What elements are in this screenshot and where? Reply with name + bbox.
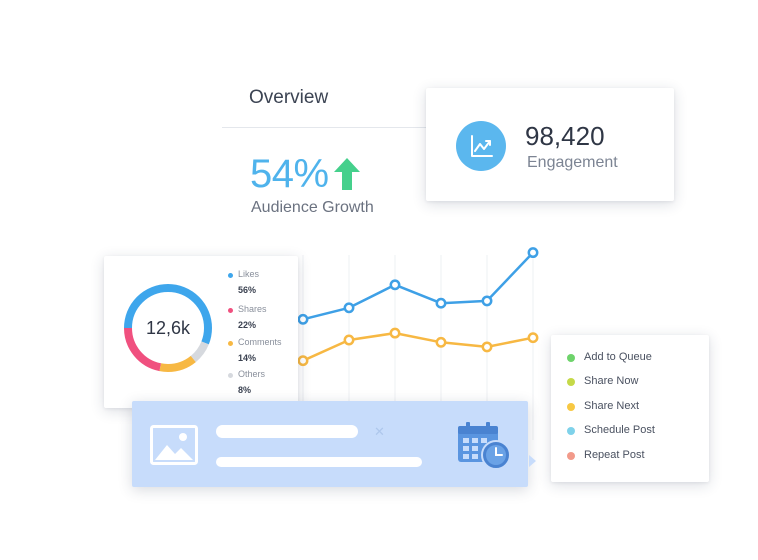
series-1-point[interactable] [481,295,493,307]
legend-percent: 22% [238,320,257,330]
legend-name: Shares [238,304,267,314]
arrow-up-icon [334,158,360,190]
series-line-2 [302,331,534,362]
donut-segment-comments[interactable] [124,284,212,372]
legend-percent: 56% [238,285,257,295]
menu-item-repeat-post[interactable]: Repeat Post [567,448,707,464]
post-title-placeholder[interactable] [216,425,358,438]
engagement-label: Engagement [527,154,618,171]
legend-dot [228,308,233,313]
menu-item-schedule-post[interactable]: Schedule Post [567,423,707,439]
status-dot [567,452,575,460]
post-composer-card[interactable]: ✕ [132,401,528,487]
menu-item-label: Share Next [584,400,640,412]
share-actions-menu: Add to Queue Share Now Share Next Schedu… [551,335,709,482]
post-text-placeholder[interactable] [216,457,422,467]
interactions-donut-chart [124,284,212,372]
trend-chart-icon [456,121,506,171]
donut-center-total: 12,6k [145,317,191,338]
menu-item-label: Schedule Post [584,424,655,436]
status-dot [567,354,575,362]
post-card-pointer [529,455,536,467]
series-1-point[interactable] [297,313,309,325]
legend-dot [228,373,233,378]
series-2-point[interactable] [527,332,539,344]
overview-title: Overview [249,87,329,108]
status-dot [567,403,575,411]
legend-percent: 8% [238,385,252,395]
legend-dot [228,341,233,346]
series-2-point[interactable] [297,355,309,367]
menu-item-share-next[interactable]: Share Next [567,399,707,415]
calendar-clock-icon[interactable] [457,421,513,471]
series-line-1 [302,251,534,321]
series-2-point[interactable] [435,336,447,348]
status-dot [567,427,575,435]
close-icon[interactable]: ✕ [374,424,385,439]
legend-name: Likes [238,269,260,279]
interactions-donut-card: 12,6k Likes 56% Shares 22% Comments 14% … [104,256,298,408]
engagement-value: 98,420 [525,121,605,151]
menu-item-add-to-queue[interactable]: Add to Queue [567,350,707,366]
series-1-point[interactable] [527,247,539,259]
menu-item-label: Share Now [584,375,639,387]
series-1-point[interactable] [435,297,447,309]
legend-name: Others [238,369,266,379]
audience-growth-value: 54% [250,152,329,196]
menu-item-label: Repeat Post [584,449,645,461]
legend-dot [228,273,233,278]
donut-segment-shares[interactable] [124,284,212,372]
audience-growth-label: Audience Growth [251,199,374,216]
series-2-point[interactable] [389,327,401,339]
engagement-line-chart [297,247,539,440]
menu-item-share-now[interactable]: Share Now [567,374,707,390]
series-2-point[interactable] [343,334,355,346]
series-1-point[interactable] [343,302,355,314]
menu-item-label: Add to Queue [584,351,652,363]
overview-divider [222,127,437,128]
series-2-point[interactable] [481,341,493,353]
legend-percent: 14% [238,353,257,363]
legend-name: Comments [238,337,282,347]
engagement-card: 98,420 Engagement [426,88,674,201]
status-dot [567,378,575,386]
series-1-point[interactable] [389,279,401,291]
image-icon[interactable] [150,425,198,465]
